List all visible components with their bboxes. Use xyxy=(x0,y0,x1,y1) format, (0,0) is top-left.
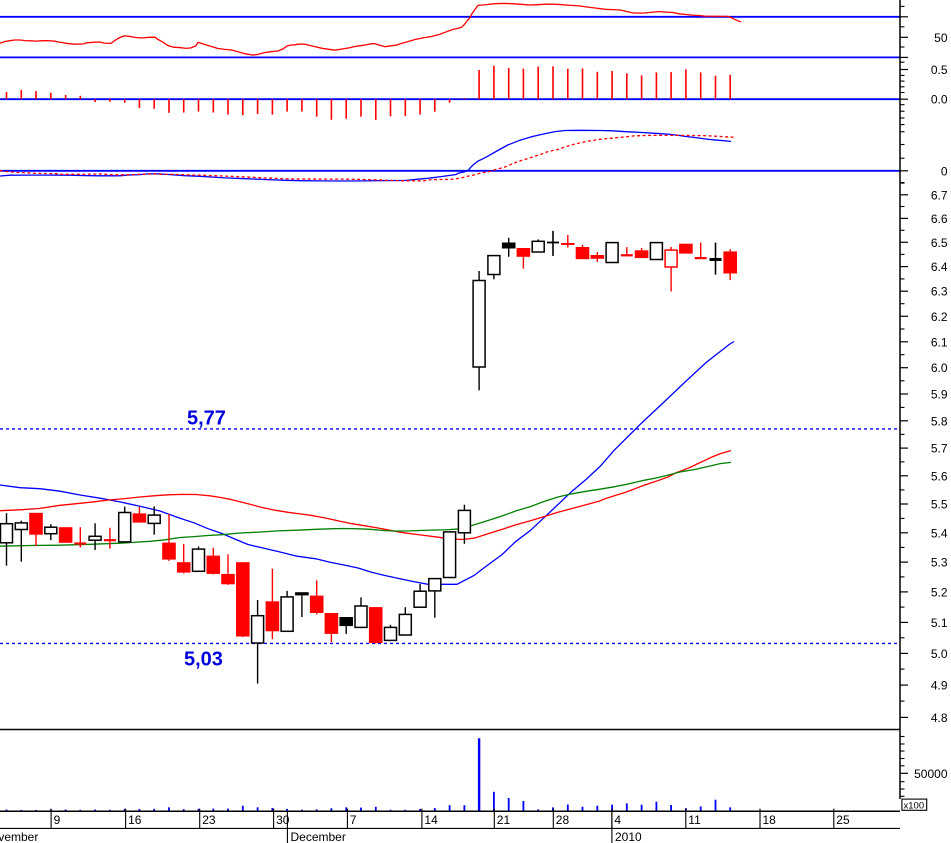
svg-text:November: November xyxy=(0,830,38,843)
svg-text:6.3: 6.3 xyxy=(931,285,948,299)
svg-text:5.8: 5.8 xyxy=(931,414,948,428)
svg-text:5,03: 5,03 xyxy=(184,649,223,671)
svg-text:6.4: 6.4 xyxy=(931,260,948,274)
svg-text:7: 7 xyxy=(350,813,357,827)
svg-text:4.8: 4.8 xyxy=(931,711,948,725)
svg-text:5.1: 5.1 xyxy=(931,616,948,630)
svg-text:December: December xyxy=(291,830,346,843)
svg-text:21: 21 xyxy=(497,813,511,827)
svg-text:5.6: 5.6 xyxy=(931,469,948,483)
svg-text:5.5: 5.5 xyxy=(931,498,948,512)
svg-text:6.1: 6.1 xyxy=(931,335,948,349)
svg-text:50000: 50000 xyxy=(914,767,948,781)
svg-text:18: 18 xyxy=(763,813,777,827)
svg-text:28: 28 xyxy=(556,813,570,827)
svg-text:9: 9 xyxy=(54,813,61,827)
svg-text:4: 4 xyxy=(614,813,621,827)
svg-text:6.5: 6.5 xyxy=(931,236,948,250)
svg-text:6.2: 6.2 xyxy=(931,310,948,324)
svg-text:0: 0 xyxy=(941,164,948,178)
svg-text:16: 16 xyxy=(128,813,142,827)
svg-text:25: 25 xyxy=(836,813,850,827)
svg-text:6.0: 6.0 xyxy=(931,361,948,375)
svg-text:5.4: 5.4 xyxy=(931,526,948,540)
svg-text:0.0: 0.0 xyxy=(931,93,948,107)
svg-text:0.5: 0.5 xyxy=(931,63,948,77)
svg-text:5.7: 5.7 xyxy=(931,442,948,456)
svg-text:5.0: 5.0 xyxy=(931,647,948,661)
svg-text:5.2: 5.2 xyxy=(931,585,948,599)
svg-text:5,77: 5,77 xyxy=(187,408,226,430)
svg-text:50: 50 xyxy=(934,31,948,45)
svg-text:4.9: 4.9 xyxy=(931,679,948,693)
svg-text:5.3: 5.3 xyxy=(931,556,948,570)
svg-text:6.7: 6.7 xyxy=(931,188,948,202)
svg-text:30: 30 xyxy=(276,813,290,827)
svg-text:14: 14 xyxy=(424,813,438,827)
svg-text:6.6: 6.6 xyxy=(931,212,948,226)
svg-text:5.9: 5.9 xyxy=(931,388,948,402)
svg-text:23: 23 xyxy=(202,813,216,827)
svg-text:2010: 2010 xyxy=(615,830,642,843)
svg-text:11: 11 xyxy=(688,813,701,827)
svg-text:x100: x100 xyxy=(904,800,925,811)
